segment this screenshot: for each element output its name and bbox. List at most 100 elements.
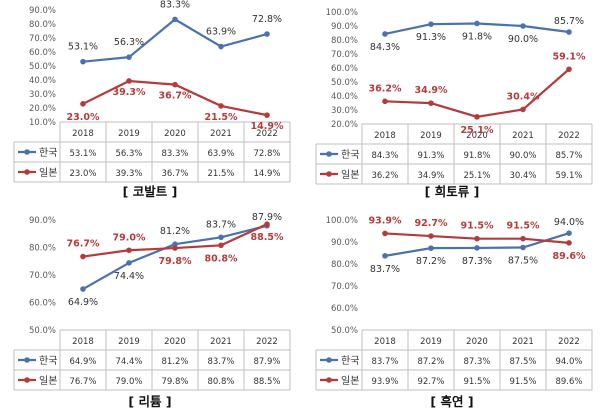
table-cell: 91.3%: [417, 151, 444, 161]
data-label: 88.5%: [251, 232, 284, 243]
data-point: [218, 103, 224, 109]
data-label: 53.1%: [68, 42, 98, 53]
table-cell: 39.3%: [115, 169, 142, 179]
table-cell: 84.3%: [371, 151, 398, 161]
chart-panel: 20.0% 30.0% 40.0% 50.0% 60.0% 70.0% 80.0% 90.0%…: [315, 8, 593, 199]
category-label: 2018: [72, 337, 94, 347]
category-label: 2021: [512, 337, 534, 347]
table-cell: 87.5%: [509, 357, 536, 367]
chart-title: [ 리튬 ]: [128, 394, 171, 409]
data-label: 87.2%: [416, 256, 446, 267]
y-tick-label: 70.0%: [331, 282, 358, 292]
y-tick-label: 70.0%: [29, 34, 56, 44]
data-label: 25.1%: [461, 125, 494, 136]
category-label: 2020: [164, 337, 186, 347]
legend-marker: [326, 151, 332, 157]
y-tick-label: 50.0%: [331, 78, 358, 88]
data-label: 91.3%: [416, 32, 446, 43]
legend-marker: [326, 171, 332, 177]
data-label: 87.3%: [462, 256, 492, 267]
y-tick-label: 90.0%: [29, 6, 56, 16]
table-cell: 72.8%: [253, 149, 280, 159]
category-label: 2022: [256, 129, 278, 139]
table-cell: 30.4%: [509, 171, 536, 181]
data-label: 63.9%: [206, 27, 236, 38]
chart-title: [ 희토류 ]: [425, 184, 480, 199]
table-cell: 83.7%: [207, 357, 234, 367]
data-point: [80, 101, 86, 107]
data-point: [474, 114, 480, 120]
table-cell: 87.2%: [417, 357, 444, 367]
y-tick-label: 60.0%: [29, 48, 56, 58]
y-tick-label: 40.0%: [331, 92, 358, 102]
table-cell: 76.7%: [69, 377, 96, 387]
table-cell: 79.0%: [115, 377, 142, 387]
data-label: 91.5%: [507, 221, 540, 232]
y-tick-label: 50.0%: [29, 326, 56, 336]
data-point: [382, 98, 388, 105]
data-point: [126, 54, 132, 60]
y-tick-label: 80.0%: [331, 36, 358, 46]
data-label: 36.7%: [159, 91, 192, 102]
legend-label: 일본: [341, 375, 359, 387]
y-tick-label: 70.0%: [29, 271, 56, 281]
y-tick-label: 90.0%: [29, 216, 56, 226]
table-cell: 81.2%: [161, 357, 188, 367]
data-point: [264, 221, 270, 227]
data-point: [218, 234, 224, 241]
data-point: [566, 29, 572, 35]
table-cell: 36.2%: [371, 171, 398, 181]
chart-panel: 10.0% 20.0% 30.0% 40.0% 50.0% 60.0% 70.0% 80.0%…: [13, 0, 291, 199]
data-label: 64.9%: [68, 297, 98, 308]
table-cell: 83.7%: [371, 357, 398, 367]
data-label: 93.9%: [369, 215, 402, 226]
data-label: 81.2%: [160, 226, 190, 237]
data-label: 59.1%: [553, 51, 586, 62]
table-cell: 21.5%: [207, 169, 234, 179]
data-point: [428, 21, 434, 27]
data-label: 14.9%: [251, 121, 284, 132]
y-tick-label: 80.0%: [29, 244, 56, 254]
y-tick-label: 30.0%: [331, 106, 358, 116]
table-cell: 89.6%: [555, 377, 582, 387]
y-tick-label: 50.0%: [29, 62, 56, 72]
category-label: 2022: [558, 337, 580, 347]
table-cell: 36.7%: [161, 169, 188, 179]
data-label: 83.7%: [370, 264, 400, 275]
data-label: 85.7%: [554, 16, 584, 27]
data-point: [428, 100, 434, 106]
category-label: 2021: [210, 337, 232, 347]
legend-marker: [24, 357, 30, 363]
y-tick-label: 80.0%: [331, 260, 358, 270]
data-point: [474, 235, 480, 242]
category-label: 2022: [256, 337, 278, 347]
legend-label: 일본: [341, 169, 359, 181]
category-label: 2019: [118, 129, 140, 139]
table-cell: 23.0%: [69, 169, 96, 179]
chart-title: [ 코발트 ]: [123, 184, 178, 199]
category-label: 2018: [72, 129, 94, 139]
data-point: [428, 245, 434, 251]
legend-label: 한국: [39, 355, 57, 367]
y-tick-label: 70.0%: [331, 50, 358, 60]
data-point: [172, 81, 178, 88]
table-cell: 92.7%: [417, 377, 444, 387]
data-label: 39.3%: [113, 87, 146, 98]
chart-title: [ 흑연 ]: [430, 394, 473, 409]
legend-label: 일본: [39, 375, 57, 387]
legend-label: 한국: [39, 147, 57, 159]
y-tick-label: 100.0%: [326, 216, 358, 226]
data-point: [264, 31, 270, 37]
category-label: 2018: [374, 337, 396, 347]
data-label: 91.8%: [462, 31, 492, 42]
data-point: [566, 230, 572, 236]
data-point: [382, 253, 388, 259]
legend-marker: [24, 169, 30, 175]
table-cell: 79.8%: [161, 377, 188, 387]
y-tick-label: 20.0%: [331, 120, 358, 130]
data-point: [218, 242, 224, 249]
table-cell: 93.9%: [371, 377, 398, 387]
data-point: [172, 16, 178, 23]
data-label: 91.5%: [461, 221, 494, 232]
